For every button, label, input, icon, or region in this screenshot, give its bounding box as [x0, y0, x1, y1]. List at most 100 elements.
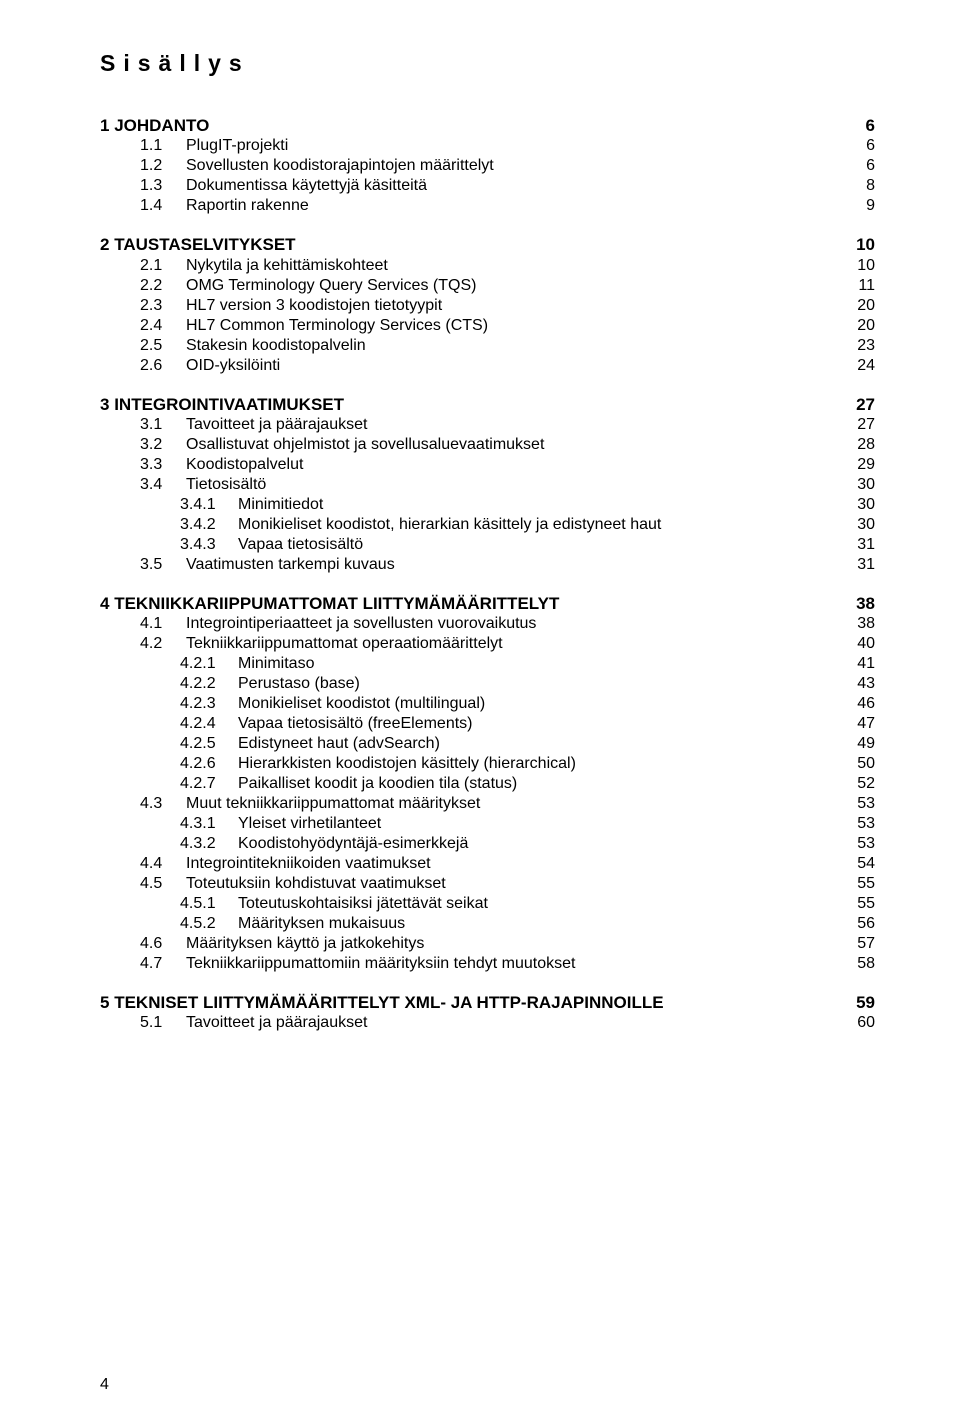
toc-number: 3 — [100, 395, 109, 414]
toc-text: INTEGROINTIVAATIMUKSET — [114, 395, 344, 414]
toc-entry: 4.4Integrointitekniikoiden vaatimukset54 — [100, 854, 875, 874]
toc-entry: 4.3.2Koodistohyödyntäjä-esimerkkejä53 — [100, 834, 875, 854]
toc-number: 4.2.5 — [180, 734, 238, 754]
toc-number: 1.3 — [140, 176, 186, 196]
toc-page: 52 — [857, 774, 875, 794]
toc-entry: 3.1Tavoitteet ja päärajaukset 27 — [100, 415, 875, 435]
toc-page: 38 — [856, 593, 875, 614]
toc-text: Osallistuvat ohjelmistot ja sovellusalue… — [186, 435, 544, 455]
toc-number: 5.1 — [140, 1013, 186, 1033]
toc-number: 4.2 — [140, 634, 186, 654]
toc-page: 53 — [857, 794, 875, 814]
toc-text: HL7 Common Terminology Services (CTS) — [186, 316, 488, 336]
toc-entry: 3.4.2Monikieliset koodistot, hierarkian … — [100, 515, 875, 535]
toc-entry: 1 JOHDANTO6 — [100, 115, 875, 136]
toc-page: 43 — [857, 674, 875, 694]
toc-text: Monikieliset koodistot (multilingual) — [238, 694, 485, 714]
toc-number: 3.1 — [140, 415, 186, 435]
toc-number: 1.1 — [140, 136, 186, 156]
toc-text: HL7 version 3 koodistojen tietotyypit — [186, 296, 442, 316]
toc-number: 4.7 — [140, 954, 186, 974]
toc-text: Tietosisältö — [186, 475, 266, 495]
toc-entry: 2.5Stakesin koodistopalvelin23 — [100, 336, 875, 356]
toc-number: 1.2 — [140, 156, 186, 176]
toc-entry: 4.5.1Toteutuskohtaisiksi jätettävät seik… — [100, 894, 875, 914]
toc-number: 3.4 — [140, 475, 186, 495]
toc-page: 31 — [857, 535, 875, 555]
toc-text: Paikalliset koodit ja koodien tila (stat… — [238, 774, 517, 794]
toc-page: 27 — [857, 415, 875, 435]
toc-text: Tavoitteet ja päärajaukset — [186, 1013, 367, 1033]
toc-text: TEKNISET LIITTYMÄMÄÄRITTELYT XML- JA HTT… — [114, 993, 663, 1012]
toc-entry: 4.6Määrityksen käyttö ja jatkokehitys57 — [100, 934, 875, 954]
toc-number: 4.3 — [140, 794, 186, 814]
toc-number: 3.5 — [140, 555, 186, 575]
toc-entry: 4.2.1Minimitaso41 — [100, 654, 875, 674]
toc-text: Minimitiedot — [238, 495, 323, 515]
toc-entry: 5 TEKNISET LIITTYMÄMÄÄRITTELYT XML- JA H… — [100, 992, 875, 1013]
toc-text: Tavoitteet ja päärajaukset — [186, 415, 367, 435]
toc-entry: 1.1PlugIT-projekti6 — [100, 136, 875, 156]
toc-number: 4.2.7 — [180, 774, 238, 794]
toc-page: 8 — [866, 176, 875, 196]
toc-page: 6 — [866, 156, 875, 176]
toc-text: TEKNIIKKARIIPPUMATTOMAT LIITTYMÄMÄÄRITTE… — [114, 594, 559, 613]
toc-text: TAUSTASELVITYKSET — [114, 235, 295, 254]
toc-entry: 2.2OMG Terminology Query Services (TQS)1… — [100, 276, 875, 296]
toc-page: 20 — [857, 316, 875, 336]
toc-text: Koodistohyödyntäjä-esimerkkejä — [238, 834, 468, 854]
toc-text: Toteutuksiin kohdistuvat vaatimukset — [186, 874, 446, 894]
toc-text: Monikieliset koodistot, hierarkian käsit… — [238, 515, 661, 535]
toc-page: 53 — [857, 834, 875, 854]
toc-entry: 1.3Dokumentissa käytettyjä käsitteitä 8 — [100, 176, 875, 196]
toc-page: 54 — [857, 854, 875, 874]
toc-number: 4.2.1 — [180, 654, 238, 674]
toc-number: 4.6 — [140, 934, 186, 954]
toc-label: 4 TEKNIIKKARIIPPUMATTOMAT LIITTYMÄMÄÄRIT… — [100, 593, 559, 614]
toc-entry: 3 INTEGROINTIVAATIMUKSET27 — [100, 394, 875, 415]
toc-entry: 4.7Tekniikkariippumattomiin määrityksiin… — [100, 954, 875, 974]
toc-text: Yleiset virhetilanteet — [238, 814, 381, 834]
toc-text: Vapaa tietosisältö (freeElements) — [238, 714, 472, 734]
toc-number: 3.4.3 — [180, 535, 238, 555]
toc-entry: 1.2Sovellusten koodistorajapintojen määr… — [100, 156, 875, 176]
toc-text: OMG Terminology Query Services (TQS) — [186, 276, 476, 296]
footer-page-number: 4 — [100, 1376, 109, 1394]
toc-entry: 4 TEKNIIKKARIIPPUMATTOMAT LIITTYMÄMÄÄRIT… — [100, 593, 875, 614]
toc-number: 4 — [100, 594, 109, 613]
toc-number: 2 — [100, 235, 109, 254]
toc-entry: 4.2.6Hierarkkisten koodistojen käsittely… — [100, 754, 875, 774]
page-title: Sisällys — [100, 50, 875, 77]
toc-entry: 4.3Muut tekniikkariippumattomat määrityk… — [100, 794, 875, 814]
toc-label: 5 TEKNISET LIITTYMÄMÄÄRITTELYT XML- JA H… — [100, 992, 664, 1013]
toc-page: 55 — [857, 894, 875, 914]
toc-page: 23 — [857, 336, 875, 356]
toc-page: 50 — [857, 754, 875, 774]
toc-entry: 4.1Integrointiperiaatteet ja sovellusten… — [100, 614, 875, 634]
toc-text: Integrointiperiaatteet ja sovellusten vu… — [186, 614, 536, 634]
toc-entry: 3.4Tietosisältö30 — [100, 475, 875, 495]
toc-number: 4.2.2 — [180, 674, 238, 694]
toc-number: 3.4.1 — [180, 495, 238, 515]
toc-text: Määrityksen mukaisuus — [238, 914, 405, 934]
toc-entry: 3.4.1Minimitiedot30 — [100, 495, 875, 515]
toc-label: 2 TAUSTASELVITYKSET — [100, 234, 296, 255]
page: Sisällys 1 JOHDANTO61.1PlugIT-projekti61… — [0, 0, 960, 1420]
toc-text: Muut tekniikkariippumattomat määritykset — [186, 794, 480, 814]
toc-entry: 4.2Tekniikkariippumattomat operaatiomäär… — [100, 634, 875, 654]
toc-number: 4.5.2 — [180, 914, 238, 934]
toc-text: Minimitaso — [238, 654, 314, 674]
toc-page: 46 — [857, 694, 875, 714]
toc-page: 40 — [857, 634, 875, 654]
toc-text: Vapaa tietosisältö — [238, 535, 363, 555]
toc-text: Vaatimusten tarkempi kuvaus — [186, 555, 395, 575]
toc-page: 57 — [857, 934, 875, 954]
toc-page: 59 — [856, 992, 875, 1013]
toc-entry: 2 TAUSTASELVITYKSET10 — [100, 234, 875, 255]
toc-page: 6 — [866, 115, 875, 136]
toc-page: 11 — [858, 276, 875, 296]
toc-entry: 5.1Tavoitteet ja päärajaukset60 — [100, 1013, 875, 1033]
toc-text: JOHDANTO — [114, 116, 209, 135]
toc-entry: 4.2.3Monikieliset koodistot (multilingua… — [100, 694, 875, 714]
toc-text: Dokumentissa käytettyjä käsitteitä — [186, 176, 427, 196]
